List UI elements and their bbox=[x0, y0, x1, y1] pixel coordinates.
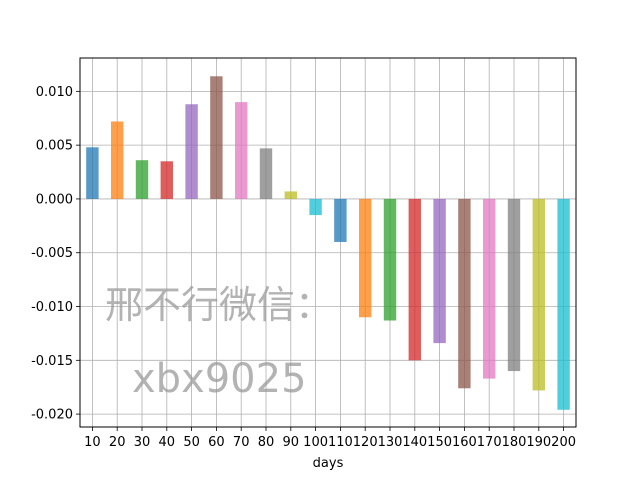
bar-30 bbox=[135, 160, 149, 199]
bar-170 bbox=[483, 198, 496, 379]
y-tick-label: 0.005 bbox=[36, 139, 73, 154]
plot-frame bbox=[79, 57, 577, 428]
x-tick-label: 130 bbox=[378, 435, 403, 450]
bar-130 bbox=[383, 198, 397, 321]
x-tick-label: 20 bbox=[109, 435, 126, 450]
y-axis-ticks: 0.010 0.005 0.000 -0.005 -0.010 -0.015 -0.020 bbox=[31, 85, 80, 423]
bar-90 bbox=[284, 191, 297, 199]
y-tick-label: 0.010 bbox=[36, 85, 73, 100]
bar-200 bbox=[557, 198, 570, 410]
x-tick-label: 170 bbox=[477, 435, 502, 450]
bar-40 bbox=[160, 161, 173, 199]
x-tick-label: 50 bbox=[183, 435, 200, 450]
y-tick-label: -0.015 bbox=[31, 354, 73, 369]
bar-120 bbox=[359, 198, 372, 318]
bar-10 bbox=[86, 147, 99, 199]
watermark-line-2: xbx9025 bbox=[132, 356, 307, 402]
x-tick-label: 140 bbox=[402, 435, 427, 450]
y-tick-label: -0.005 bbox=[31, 246, 73, 261]
x-tick-label: 80 bbox=[258, 435, 275, 450]
y-tick-label: -0.020 bbox=[31, 408, 73, 423]
bar-180 bbox=[507, 198, 521, 372]
x-tick-label: 110 bbox=[328, 435, 353, 450]
y-tick-label: 0.000 bbox=[36, 192, 73, 207]
x-tick-label: 40 bbox=[159, 435, 176, 450]
x-tick-label: 150 bbox=[427, 435, 452, 450]
bar-50 bbox=[185, 104, 198, 199]
x-tick-label: 160 bbox=[452, 435, 477, 450]
bar-70 bbox=[235, 102, 248, 199]
x-tick-label: 60 bbox=[208, 435, 225, 450]
bar-140 bbox=[408, 198, 421, 361]
x-tick-label: 120 bbox=[353, 435, 378, 450]
x-tick-label: 30 bbox=[134, 435, 151, 450]
watermark-line-1: 邢不行微信： bbox=[105, 283, 333, 327]
bar-80 bbox=[259, 148, 273, 199]
bar-20 bbox=[111, 121, 124, 199]
x-tick-label: 200 bbox=[551, 435, 576, 450]
x-tick-label: 100 bbox=[303, 435, 328, 450]
y-tick-label: -0.010 bbox=[31, 300, 73, 315]
x-tick-label: 10 bbox=[84, 435, 101, 450]
bars bbox=[86, 76, 570, 410]
bar-110 bbox=[334, 198, 347, 242]
bar-100 bbox=[309, 198, 322, 216]
x-tick-label: 180 bbox=[502, 435, 527, 450]
x-tick-label: 90 bbox=[283, 435, 300, 450]
bar-60 bbox=[210, 76, 223, 199]
bar-160 bbox=[458, 198, 471, 389]
bar-150 bbox=[433, 198, 446, 344]
x-axis-title: days bbox=[313, 456, 344, 471]
x-axis-ticks: 10 20 30 40 50 60 70 80 90 100 110 120 130 140 150 160 1… bbox=[84, 427, 576, 450]
watermark: 邢不行微信： xbx9025 bbox=[105, 283, 333, 402]
x-tick-label: 190 bbox=[526, 435, 551, 450]
x-tick-label: 70 bbox=[233, 435, 250, 450]
bar-190 bbox=[532, 198, 545, 391]
